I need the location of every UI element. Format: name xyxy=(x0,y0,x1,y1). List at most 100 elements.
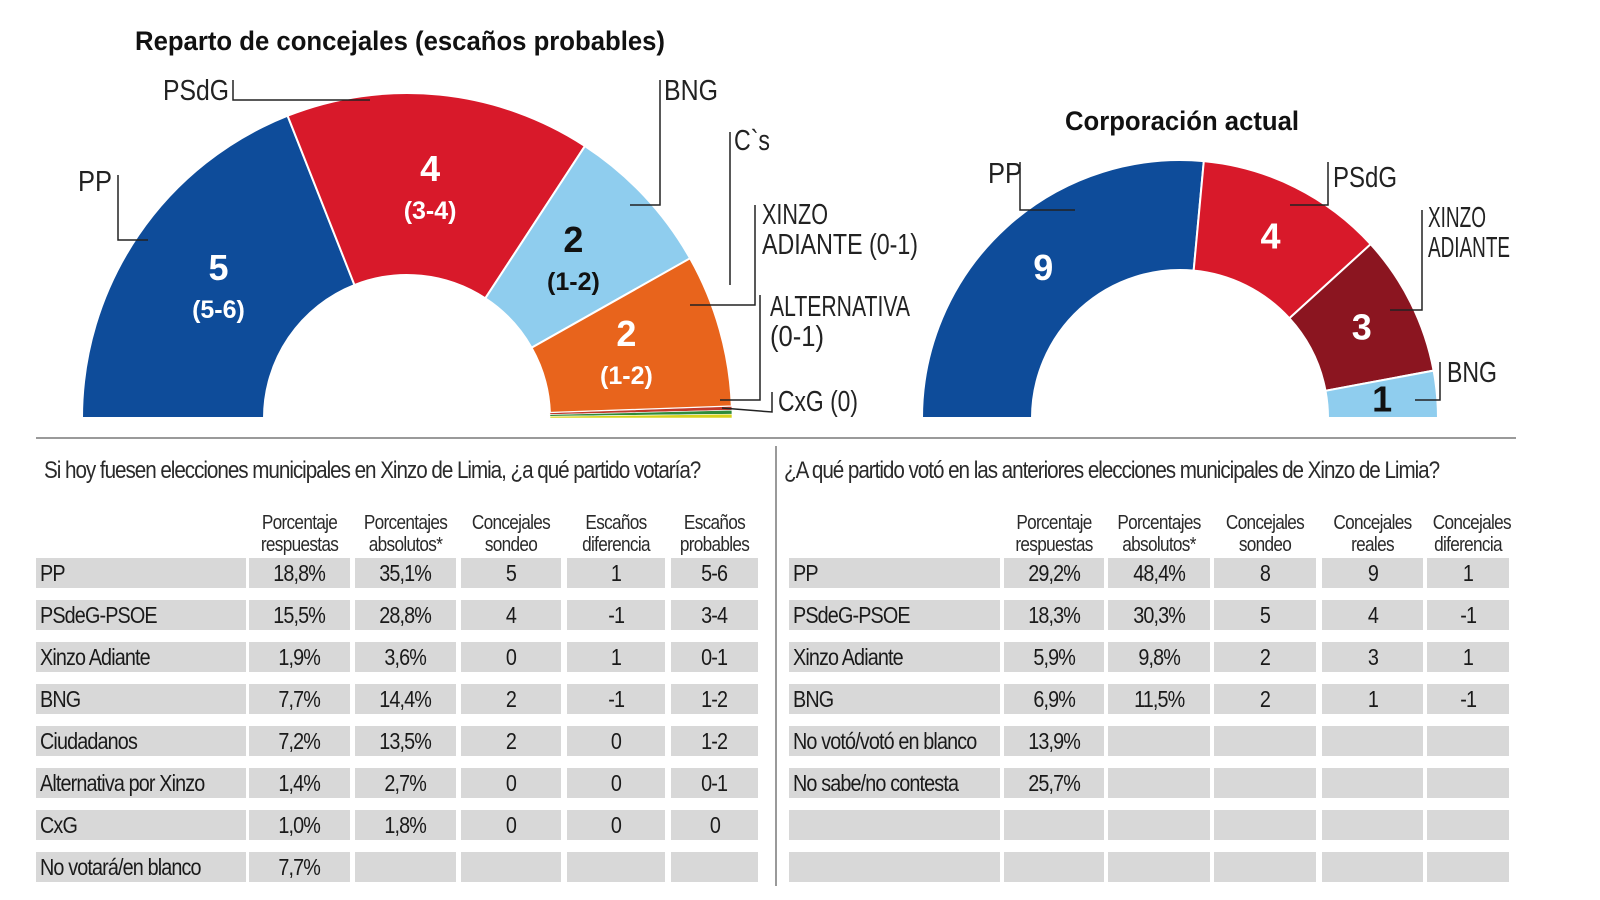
cell-text: 48,4% xyxy=(1133,560,1186,586)
previous_table-header-3-line-1: Concejales xyxy=(1225,512,1305,534)
table-cell xyxy=(1214,726,1316,756)
row-label: No sabe/no contesta xyxy=(789,768,1000,798)
survey_table-header-4: Escaños diferencia xyxy=(574,512,658,556)
table-cell: 14,4% xyxy=(355,684,456,714)
cell-text: 0 xyxy=(610,770,622,796)
table-cell: 18,3% xyxy=(1004,600,1104,630)
label-alternativa-line1: ALTERNATIVA xyxy=(770,291,910,323)
previous_table-header-5-line-2: diferencia xyxy=(1434,534,1502,556)
previous_table-header-2-line-2: absolutos* xyxy=(1122,534,1196,556)
cell-text: 35,1% xyxy=(379,560,433,586)
table-cell: 1 xyxy=(1427,642,1509,672)
table-cell: 2,7% xyxy=(355,768,456,798)
table-cell: -1 xyxy=(567,600,665,630)
survey_table-header-2-line-2: absolutos* xyxy=(368,534,443,556)
survey_table-header-1-line-1: Porcentaje xyxy=(261,512,338,534)
cell-text: 4 xyxy=(505,602,517,628)
cell-text: 0-1 xyxy=(701,770,728,796)
cell-text: 5 xyxy=(505,560,517,586)
cell-text: 4 xyxy=(1367,602,1378,628)
reparto-slice-psdg xyxy=(286,92,587,300)
table-cell: 7,2% xyxy=(249,726,350,756)
label-psdg: PSdG xyxy=(163,75,229,107)
previous_table-header-2-line-1: Porcentajes xyxy=(1117,512,1201,534)
corporacion-value-xinzo-adiante: 3 xyxy=(1352,307,1372,348)
label2-xinzo-line1: XINZO xyxy=(1428,202,1486,234)
table-cell xyxy=(1322,726,1423,756)
label2-pp: PP xyxy=(988,158,1022,190)
previous_table-header-1-line-1: Porcentaje xyxy=(1016,512,1092,534)
table-cell: 1 xyxy=(1322,684,1423,714)
table-cell: 3,6% xyxy=(355,642,456,672)
table-cell: 0 xyxy=(461,768,561,798)
cell-text: Alternativa por Xinzo xyxy=(40,770,205,796)
label2-xinzo-line2: ADIANTE xyxy=(1428,232,1510,264)
row-label: CxG xyxy=(36,810,246,840)
table-cell xyxy=(671,852,758,882)
table-cell xyxy=(1108,768,1210,798)
table-cell: 4 xyxy=(461,600,561,630)
table-cell xyxy=(1322,852,1423,882)
survey_table-header-5-line-1: Escaños xyxy=(683,512,746,534)
cell-text: 5,9% xyxy=(1033,644,1076,670)
chart-reparto-leaders xyxy=(117,80,773,413)
table-cell: 0 xyxy=(461,642,561,672)
previous_table-header-1: Porcentaje respuestas xyxy=(1011,512,1097,556)
table-cell: 1,9% xyxy=(249,642,350,672)
table-cell: 3-4 xyxy=(671,600,758,630)
table-cell: 5,9% xyxy=(1004,642,1104,672)
row-label: Xinzo Adiante xyxy=(789,642,1000,672)
cell-text: 1,9% xyxy=(278,644,322,670)
table-cell: 13,9% xyxy=(1004,726,1104,756)
table-cell: 1 xyxy=(567,642,665,672)
label-xinzo-line1: XINZO xyxy=(762,199,828,231)
cell-text: 2 xyxy=(1259,644,1271,670)
reparto-range-pp: (5-6) xyxy=(192,296,245,324)
survey_table-header-3-line-2: sondeo xyxy=(484,534,538,556)
table-cell xyxy=(461,852,561,882)
cell-text: 14,4% xyxy=(379,686,433,712)
table-cell: 7,7% xyxy=(249,852,350,882)
cell-text: PP xyxy=(40,560,66,586)
label-cs: C`s xyxy=(734,125,770,157)
table-cell xyxy=(1214,852,1316,882)
cell-text: No votará/en blanco xyxy=(40,854,202,880)
survey_table-header-5-line-2: probables xyxy=(679,534,750,556)
row-label: PSdeG-PSOE xyxy=(36,600,246,630)
cell-text: 5-6 xyxy=(701,560,728,586)
cell-text: 1-2 xyxy=(701,728,728,754)
survey_table-header-5: Escaños probables xyxy=(677,512,752,556)
table-cell: 4 xyxy=(1322,600,1423,630)
survey_table-header-1: Porcentaje respuestas xyxy=(256,512,343,556)
cell-text: 1 xyxy=(610,560,622,586)
cell-text: 2 xyxy=(505,686,517,712)
reparto-value-pp: 5 xyxy=(208,247,228,288)
survey_table-header-2-line-1: Porcentajes xyxy=(363,512,448,534)
cell-text: -1 xyxy=(608,686,625,712)
table-cell: 0 xyxy=(567,768,665,798)
row-label: BNG xyxy=(789,684,1000,714)
cell-text: 18,8% xyxy=(273,560,327,586)
cell-text: -1 xyxy=(1460,686,1477,712)
table-cell: -1 xyxy=(567,684,665,714)
cell-text: 9 xyxy=(1367,560,1378,586)
chart-title-reparto: Reparto de concejales (escaños probables… xyxy=(135,26,665,56)
table-cell: -1 xyxy=(1427,684,1509,714)
cell-text: 9,8% xyxy=(1138,644,1181,670)
table-cell: 2 xyxy=(1214,642,1316,672)
previous_table-header-1-line-2: respuestas xyxy=(1015,534,1093,556)
reparto-range-bng: (1-2) xyxy=(547,268,600,296)
table-cell: 2 xyxy=(461,726,561,756)
cell-text: 18,3% xyxy=(1028,602,1081,628)
cell-text: 0 xyxy=(505,812,517,838)
label-cxg: CxG (0) xyxy=(778,386,858,418)
cell-text: 1 xyxy=(610,644,622,670)
row-label: No votó/votó en blanco xyxy=(789,726,1000,756)
cell-text: 0 xyxy=(505,644,517,670)
table-cell: 30,3% xyxy=(1108,600,1210,630)
label-pp: PP xyxy=(78,166,112,198)
survey_table-header-2: Porcentajes absolutos* xyxy=(362,512,449,556)
table-cell: 7,7% xyxy=(249,684,350,714)
table-cell xyxy=(1427,768,1509,798)
cell-text: 1 xyxy=(1462,644,1474,670)
